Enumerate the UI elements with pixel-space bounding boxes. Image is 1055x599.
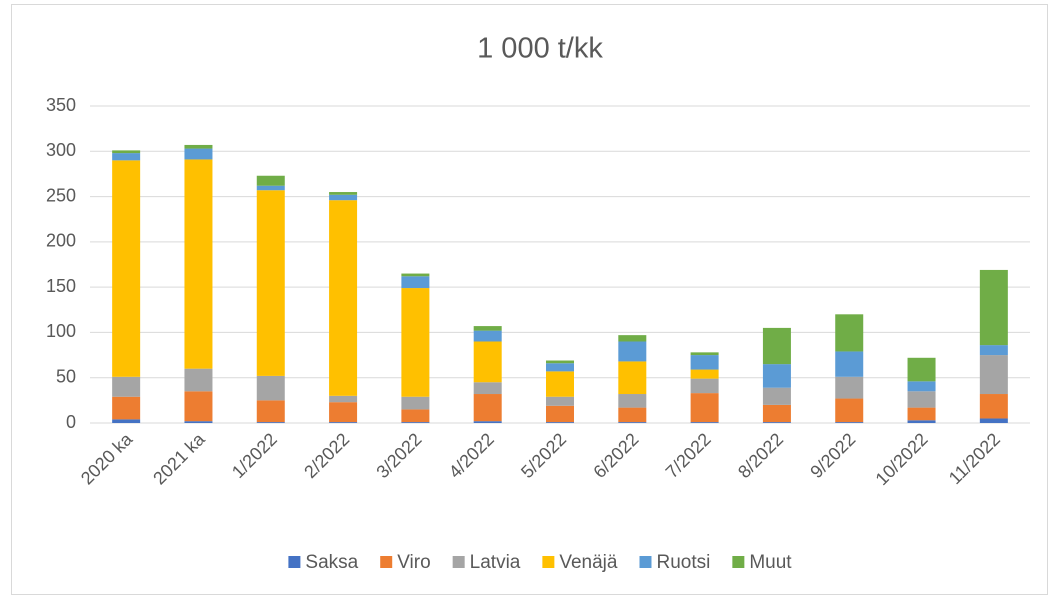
bar-segment xyxy=(256,190,285,376)
y-tick-label: 100 xyxy=(46,321,76,341)
y-tick-label: 200 xyxy=(46,231,76,251)
bar-segment xyxy=(690,352,719,356)
legend-label: Venäjä xyxy=(559,552,618,573)
bar-segment xyxy=(473,421,502,423)
legend-swatch xyxy=(380,556,393,568)
bar-segment xyxy=(907,391,936,408)
bar-segment xyxy=(473,382,502,395)
bar-segment xyxy=(762,364,791,388)
bar-segment xyxy=(762,422,791,423)
bar-segment xyxy=(329,194,358,201)
bar-segment xyxy=(401,409,430,423)
bar-segment xyxy=(184,159,213,369)
bar-segment xyxy=(329,402,358,423)
bar-segment xyxy=(907,381,936,392)
bar-segment xyxy=(546,371,574,397)
bar-segment xyxy=(401,422,430,423)
bar-segment xyxy=(546,422,574,423)
bar-segment xyxy=(473,330,502,342)
bar-segment xyxy=(979,345,1008,356)
bar-segment xyxy=(329,200,358,396)
legend-swatch xyxy=(542,556,555,568)
bar-segment xyxy=(184,148,213,160)
bar-segment xyxy=(256,400,285,423)
y-tick-label: 50 xyxy=(56,366,76,386)
y-tick-label: 150 xyxy=(46,276,76,296)
bar-segment xyxy=(979,394,1008,419)
bar-segment xyxy=(184,144,213,149)
bar-segment xyxy=(112,150,141,154)
chart-title: 1 000 t/kk xyxy=(477,33,603,65)
bar-segment xyxy=(690,355,719,370)
bar-segment xyxy=(762,387,791,405)
bar-segment xyxy=(907,357,936,382)
bar-segment xyxy=(546,360,574,364)
bar-segment xyxy=(979,418,1008,423)
bar-segment xyxy=(690,422,719,423)
bar-segment xyxy=(329,192,358,195)
bar-segment xyxy=(979,355,1008,395)
legend-swatch xyxy=(452,556,465,568)
bar-segment xyxy=(112,376,141,397)
bar-segment xyxy=(112,396,141,420)
bar-segment xyxy=(401,276,430,289)
bar-segment xyxy=(112,153,141,161)
bar-segment xyxy=(401,396,430,410)
bar-segment xyxy=(329,395,358,403)
legend-swatch xyxy=(732,556,745,568)
legend-label: Saksa xyxy=(305,552,358,573)
bar-segment xyxy=(835,351,864,377)
bar-segment xyxy=(256,175,285,186)
bar-segment xyxy=(473,326,502,331)
bar-segment xyxy=(762,327,791,365)
bar-segment xyxy=(979,269,1008,346)
y-tick-label: 300 xyxy=(46,140,76,160)
bar-segment xyxy=(835,376,864,399)
bar-segment xyxy=(546,396,574,406)
bar-segment xyxy=(329,422,358,423)
bar-segment xyxy=(112,419,141,423)
bar-segment xyxy=(690,393,719,423)
bar-segment xyxy=(256,422,285,423)
legend-label: Muut xyxy=(749,552,792,573)
bar-segment xyxy=(618,335,647,342)
bar-segment xyxy=(401,273,430,277)
bar-segment xyxy=(835,422,864,423)
bar-segment xyxy=(907,407,936,421)
legend-swatch xyxy=(639,556,652,568)
y-tick-label: 350 xyxy=(46,95,76,115)
bar-segment xyxy=(256,375,285,401)
bar-segment xyxy=(184,368,213,392)
y-tick-label: 250 xyxy=(46,185,76,205)
bar-segment xyxy=(618,394,647,408)
bar-segment xyxy=(112,160,141,377)
bar-segment xyxy=(184,421,213,423)
legend-swatch xyxy=(288,556,301,568)
bar-segment xyxy=(835,314,864,352)
bar-segment xyxy=(618,422,647,423)
bar-segment xyxy=(473,394,502,422)
legend-label: Ruotsi xyxy=(656,552,710,573)
bar-segment xyxy=(618,341,647,362)
bar-segment xyxy=(184,391,213,422)
legend-label: Viro xyxy=(397,552,430,573)
legend-label: Latvia xyxy=(470,552,521,573)
bar-segment xyxy=(690,378,719,394)
bar-segment xyxy=(546,363,574,372)
bar-segment xyxy=(618,361,647,395)
bar-segment xyxy=(473,341,502,383)
bar-segment xyxy=(762,404,791,423)
chart-frame xyxy=(11,4,1048,595)
bar-segment xyxy=(835,398,864,423)
bar-segment xyxy=(618,407,647,423)
y-tick-label: 0 xyxy=(66,412,76,432)
bar-segment xyxy=(256,185,285,191)
bar-segment xyxy=(690,369,719,379)
bar-segment xyxy=(907,420,936,423)
bar-segment xyxy=(546,405,574,423)
bar-segment xyxy=(401,288,430,397)
